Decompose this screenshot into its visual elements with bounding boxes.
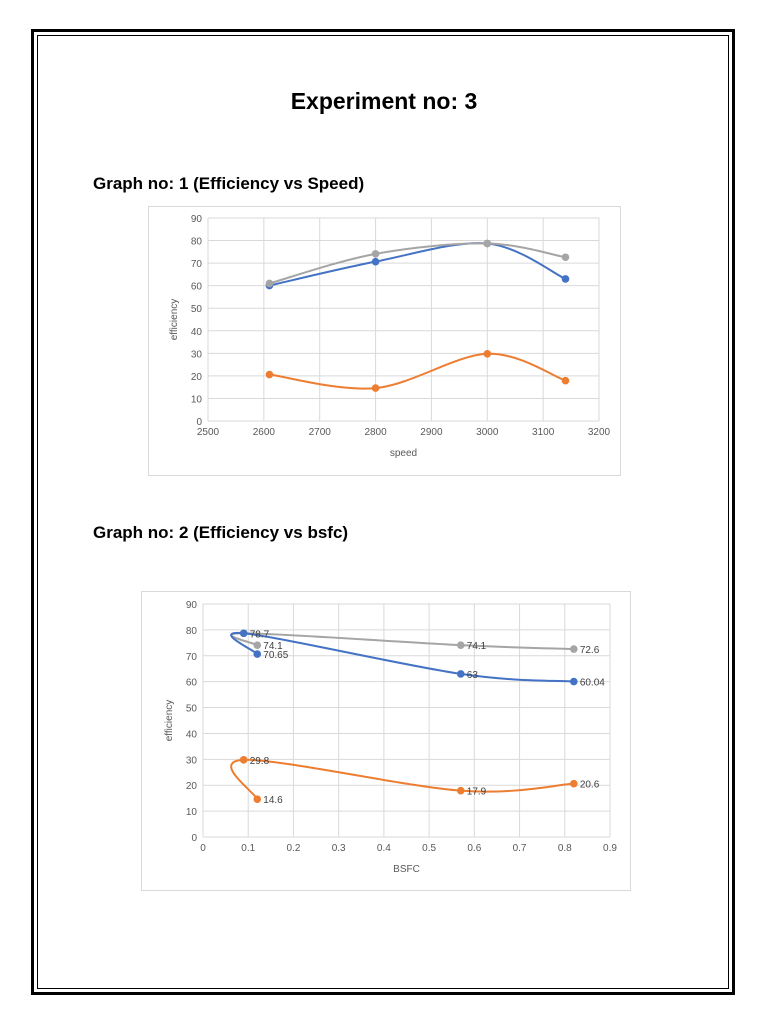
data-point <box>253 795 262 804</box>
x-tick-label: 0.8 <box>558 843 572 854</box>
data-point <box>561 376 570 385</box>
y-tick-label: 80 <box>191 237 203 248</box>
page-title: Experiment no: 3 <box>290 88 478 114</box>
page-border-inner <box>37 35 729 989</box>
y-tick-label: 20 <box>191 372 203 383</box>
data-point <box>456 670 465 678</box>
data-label: 29.8 <box>250 756 270 767</box>
data-point <box>265 370 274 379</box>
page-border-outer <box>31 29 735 995</box>
data-label: 70.65 <box>263 650 288 661</box>
y-tick-label: 40 <box>191 327 203 338</box>
data-label: 63 <box>467 670 479 681</box>
x-tick-label: 0.5 <box>422 843 436 854</box>
x-tick-label: 2900 <box>420 427 443 438</box>
x-tick-label: 0.9 <box>603 843 617 854</box>
data-label: 20.6 <box>580 780 600 791</box>
data-point <box>239 756 248 764</box>
graph1-heading: Graph no: 1 (Efficiency vs Speed) <box>93 174 365 193</box>
x-tick-label: 2700 <box>309 427 332 438</box>
data-point <box>265 279 274 288</box>
x-tick-label: 0 <box>200 843 206 854</box>
data-point <box>371 384 380 392</box>
series-line <box>269 352 566 390</box>
data-label: 14.6 <box>263 795 283 806</box>
y-tick-label: 80 <box>186 626 198 637</box>
x-tick-label: 0.6 <box>467 843 481 854</box>
y-tick-label: 40 <box>186 729 198 740</box>
data-point <box>570 645 578 653</box>
x-tick-label: 2800 <box>364 427 387 438</box>
data-point <box>570 779 578 788</box>
x-tick-label: 3000 <box>476 427 499 438</box>
data-point <box>570 677 578 686</box>
graph2-heading: Graph no: 2 (Efficiency vs bsfc) <box>93 523 349 542</box>
series-line <box>269 242 566 285</box>
y-tick-label: 50 <box>191 304 203 315</box>
x-tick-label: 0.7 <box>513 843 527 854</box>
chart-svg-1: 0 10 20 30 40 50 60 70 80 90 2500 2600 2700 2800 2900 3… <box>169 214 611 459</box>
y-tick-label: 30 <box>186 755 198 766</box>
y-tick-label: 50 <box>186 704 198 715</box>
data-point <box>456 786 465 795</box>
data-point <box>239 629 248 638</box>
y-tick-label: 60 <box>191 282 203 293</box>
x-tick-label: 0.4 <box>377 843 391 854</box>
x-tick-label: 0.2 <box>286 843 300 854</box>
data-label: 74.1 <box>467 641 487 652</box>
y-axis-label: efficiency <box>169 299 180 341</box>
data-point <box>483 239 492 248</box>
data-point <box>561 253 570 262</box>
y-tick-label: 0 <box>191 833 197 844</box>
y-tick-label: 10 <box>191 394 203 405</box>
x-tick-label: 3200 <box>588 427 611 438</box>
y-tick-label: 0 <box>196 417 202 428</box>
x-axis-label: BSFC <box>393 864 420 875</box>
chart-efficiency-vs-bsfc: 0 10 20 30 40 50 60 70 80 90 0 0.1 0.2 0.3 0.4 0.5 0.6 0.… <box>141 591 631 891</box>
data-point <box>371 250 380 258</box>
y-tick-label: 10 <box>186 807 198 818</box>
chart-svg-2: 0 10 20 30 40 50 60 70 80 90 0 0.1 0.2 0.3 0.4 0.5 0.6 0.… <box>164 600 617 875</box>
x-tick-label: 2500 <box>197 427 220 438</box>
y-tick-label: 90 <box>186 600 198 611</box>
data-point <box>483 349 492 358</box>
y-tick-label: 70 <box>186 652 198 663</box>
data-label: 60.04 <box>580 678 605 689</box>
y-tick-label: 60 <box>186 678 198 689</box>
x-tick-label: 0.1 <box>241 843 255 854</box>
y-tick-label: 70 <box>191 259 203 270</box>
series-line <box>269 242 566 287</box>
data-point <box>561 275 570 283</box>
y-axis-label: efficiency <box>164 700 175 742</box>
data-point <box>371 257 380 266</box>
data-label: 74.1 <box>263 641 283 652</box>
data-point <box>456 641 465 649</box>
series-line <box>230 758 574 800</box>
data-point <box>253 641 262 649</box>
x-tick-label: 2600 <box>253 427 276 438</box>
data-label: 17.9 <box>467 787 487 798</box>
chart-efficiency-vs-speed: 0 10 20 30 40 50 60 70 80 90 2500 2600 2700 2800 2900 3… <box>148 206 621 476</box>
data-label: 72.6 <box>580 645 600 656</box>
x-tick-label: 3100 <box>532 427 555 438</box>
x-axis-label: speed <box>390 448 417 459</box>
data-point <box>253 650 262 658</box>
y-tick-label: 20 <box>186 781 198 792</box>
data-label: 78.7 <box>250 629 270 640</box>
y-tick-label: 90 <box>191 214 203 225</box>
y-tick-label: 30 <box>191 349 203 360</box>
x-tick-label: 0.3 <box>332 843 346 854</box>
series-line <box>230 631 574 683</box>
